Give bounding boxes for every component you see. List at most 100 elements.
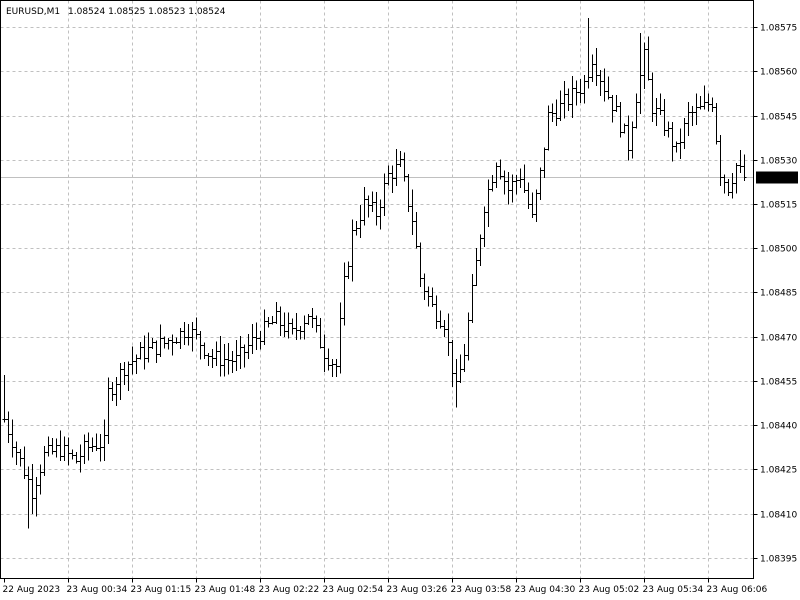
ohlc-bar — [54, 438, 59, 458]
ohlc-bar — [258, 330, 263, 350]
ohlc-bar — [58, 430, 63, 462]
y-tick-label: 1.08485 — [760, 289, 797, 299]
ohlc-bar — [194, 317, 199, 340]
current-price-tag: 1.08524 — [756, 171, 798, 184]
ohlc-bar — [14, 441, 19, 465]
ohlc-bar — [50, 438, 55, 455]
ohlc-bar — [286, 312, 291, 339]
ohlc-bar — [34, 476, 39, 517]
ohlc-bar — [366, 195, 371, 218]
ohlc-bar — [598, 70, 603, 97]
ohlc-bar — [294, 313, 299, 340]
ohlc-bar — [606, 76, 611, 100]
ohlc-bar — [278, 306, 283, 336]
ohlc-bar — [42, 445, 47, 476]
ohlc-bar — [262, 309, 267, 345]
ohlc-bar — [466, 312, 471, 361]
ohlc-bar — [558, 90, 563, 121]
ohlc-bar — [678, 128, 683, 159]
x-tick-label: 23 Aug 05:02 — [579, 585, 640, 595]
ohlc-bar — [722, 174, 727, 194]
ohlc-bar — [62, 436, 67, 462]
x-tick-label: 23 Aug 04:30 — [515, 585, 576, 595]
ohlc-bar — [74, 452, 79, 464]
ohlc-bar — [354, 220, 359, 236]
ohlc-bar — [18, 449, 23, 467]
ohlc-bar — [738, 149, 743, 173]
ohlc-bar — [142, 335, 147, 370]
ohlc-bar — [454, 359, 459, 408]
ohlc-bar — [170, 334, 175, 356]
ohlc-bar — [134, 354, 139, 375]
ohlc-bar — [270, 315, 275, 325]
ohlc-bar — [222, 343, 227, 377]
ohlc-bar — [350, 219, 355, 282]
x-tick-label: 23 Aug 02:22 — [259, 585, 320, 595]
ohlc-bar — [154, 340, 159, 363]
ohlc-bar — [666, 121, 671, 138]
ohlc-bar — [514, 174, 519, 195]
ohlc-bar — [214, 341, 219, 367]
ohlc-bar — [446, 313, 451, 356]
ohlc-bar — [6, 411, 11, 444]
ohlc-bar — [202, 342, 207, 360]
ohlc-bar — [730, 172, 735, 199]
ohlc-bar — [126, 361, 131, 391]
y-tick-label: 1.08410 — [760, 511, 797, 521]
ohlc-bar — [318, 317, 323, 349]
ohlc-bar — [306, 314, 311, 326]
ohlc-bar — [742, 154, 747, 182]
ohlc-bar — [702, 85, 707, 110]
symbol-label: EURUSD,M1 — [6, 7, 60, 17]
y-tick-label: 1.08545 — [760, 113, 797, 123]
ohlc-bar — [718, 135, 723, 187]
ohlc-bar — [242, 344, 247, 368]
ohlc-bar — [110, 382, 115, 402]
ohlc-bar — [326, 348, 331, 371]
ohlc-bar — [574, 80, 579, 106]
ohlc-bar — [46, 436, 51, 457]
ohlc-bar — [582, 74, 587, 104]
ohlc-bar — [130, 346, 135, 375]
ohlc-bar — [250, 323, 255, 355]
ohlc-bar — [22, 446, 27, 479]
ohlc-bar — [550, 103, 555, 123]
y-tick-label: 1.08425 — [760, 466, 797, 476]
ohlc-bar — [174, 337, 179, 344]
x-tick-label: 23 Aug 01:15 — [131, 585, 192, 595]
x-tick-label: 23 Aug 05:34 — [643, 585, 704, 595]
ohlc-bar — [238, 336, 243, 369]
ohlc-bar — [66, 437, 71, 466]
ohlc-bar — [522, 164, 527, 193]
y-tick-label: 1.08530 — [760, 157, 797, 167]
ohlc-bar — [530, 192, 535, 219]
ohlc-bar — [102, 419, 107, 462]
ohlc-bar — [342, 262, 347, 326]
ohlc-bar — [590, 54, 595, 83]
ohlc-bar — [226, 343, 231, 375]
ohlc-bar — [638, 32, 643, 114]
ohlc-bar — [682, 118, 687, 149]
ohlc-bar — [542, 147, 547, 179]
price-axis: 1.08575 1.08560 1.08545 1.08530 1.08515 1.085… — [753, 24, 797, 565]
ohlc-bar — [122, 361, 127, 386]
ohlc-bar — [118, 363, 123, 401]
ohlc-bar — [90, 437, 95, 453]
ohlc-bar — [374, 192, 379, 226]
ohlc-bar — [266, 316, 271, 328]
y-tick-label: 1.08515 — [760, 201, 797, 211]
ohlc-bar — [502, 170, 507, 195]
ohlc-bar — [322, 334, 327, 373]
x-tick-label: 23 Aug 03:26 — [387, 585, 448, 595]
ohlc-bar — [566, 88, 571, 111]
y-tick-label: 1.08575 — [760, 24, 797, 34]
ohlc-bar — [698, 96, 703, 110]
ohlc-bar — [658, 93, 663, 116]
ohlc-bar — [418, 242, 423, 287]
ohlc-bar — [210, 348, 215, 368]
ohlc-bar — [482, 206, 487, 247]
ohlc-bar — [30, 463, 35, 514]
ohlc-bar — [334, 359, 339, 378]
